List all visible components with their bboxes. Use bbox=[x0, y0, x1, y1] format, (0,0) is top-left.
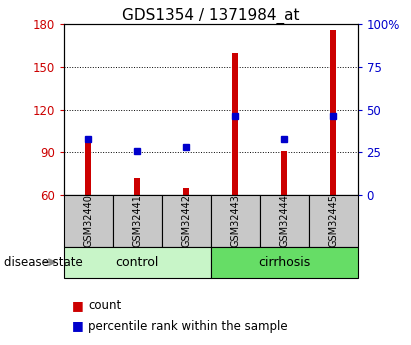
Bar bbox=[64, 195, 113, 247]
Text: disease state: disease state bbox=[4, 256, 83, 269]
Title: GDS1354 / 1371984_at: GDS1354 / 1371984_at bbox=[122, 8, 299, 24]
Text: GSM32441: GSM32441 bbox=[132, 194, 142, 247]
Bar bbox=[85, 142, 91, 195]
Bar bbox=[134, 178, 140, 195]
Bar bbox=[330, 30, 336, 195]
Bar bbox=[281, 151, 287, 195]
Text: ■: ■ bbox=[72, 299, 84, 312]
Text: percentile rank within the sample: percentile rank within the sample bbox=[88, 319, 288, 333]
Bar bbox=[211, 195, 260, 247]
Text: GSM32442: GSM32442 bbox=[181, 194, 191, 247]
Text: control: control bbox=[115, 256, 159, 269]
Text: GSM32443: GSM32443 bbox=[230, 194, 240, 247]
Bar bbox=[64, 247, 210, 278]
Bar bbox=[260, 195, 309, 247]
Bar bbox=[183, 188, 189, 195]
Text: ■: ■ bbox=[72, 319, 84, 333]
Bar bbox=[113, 195, 162, 247]
Text: GSM32445: GSM32445 bbox=[328, 194, 338, 247]
Text: GSM32444: GSM32444 bbox=[279, 194, 289, 247]
Bar bbox=[211, 247, 358, 278]
Bar bbox=[162, 195, 211, 247]
Bar bbox=[232, 52, 238, 195]
Text: count: count bbox=[88, 299, 122, 312]
Text: cirrhosis: cirrhosis bbox=[258, 256, 310, 269]
Bar bbox=[309, 195, 358, 247]
Text: GSM32440: GSM32440 bbox=[83, 194, 93, 247]
